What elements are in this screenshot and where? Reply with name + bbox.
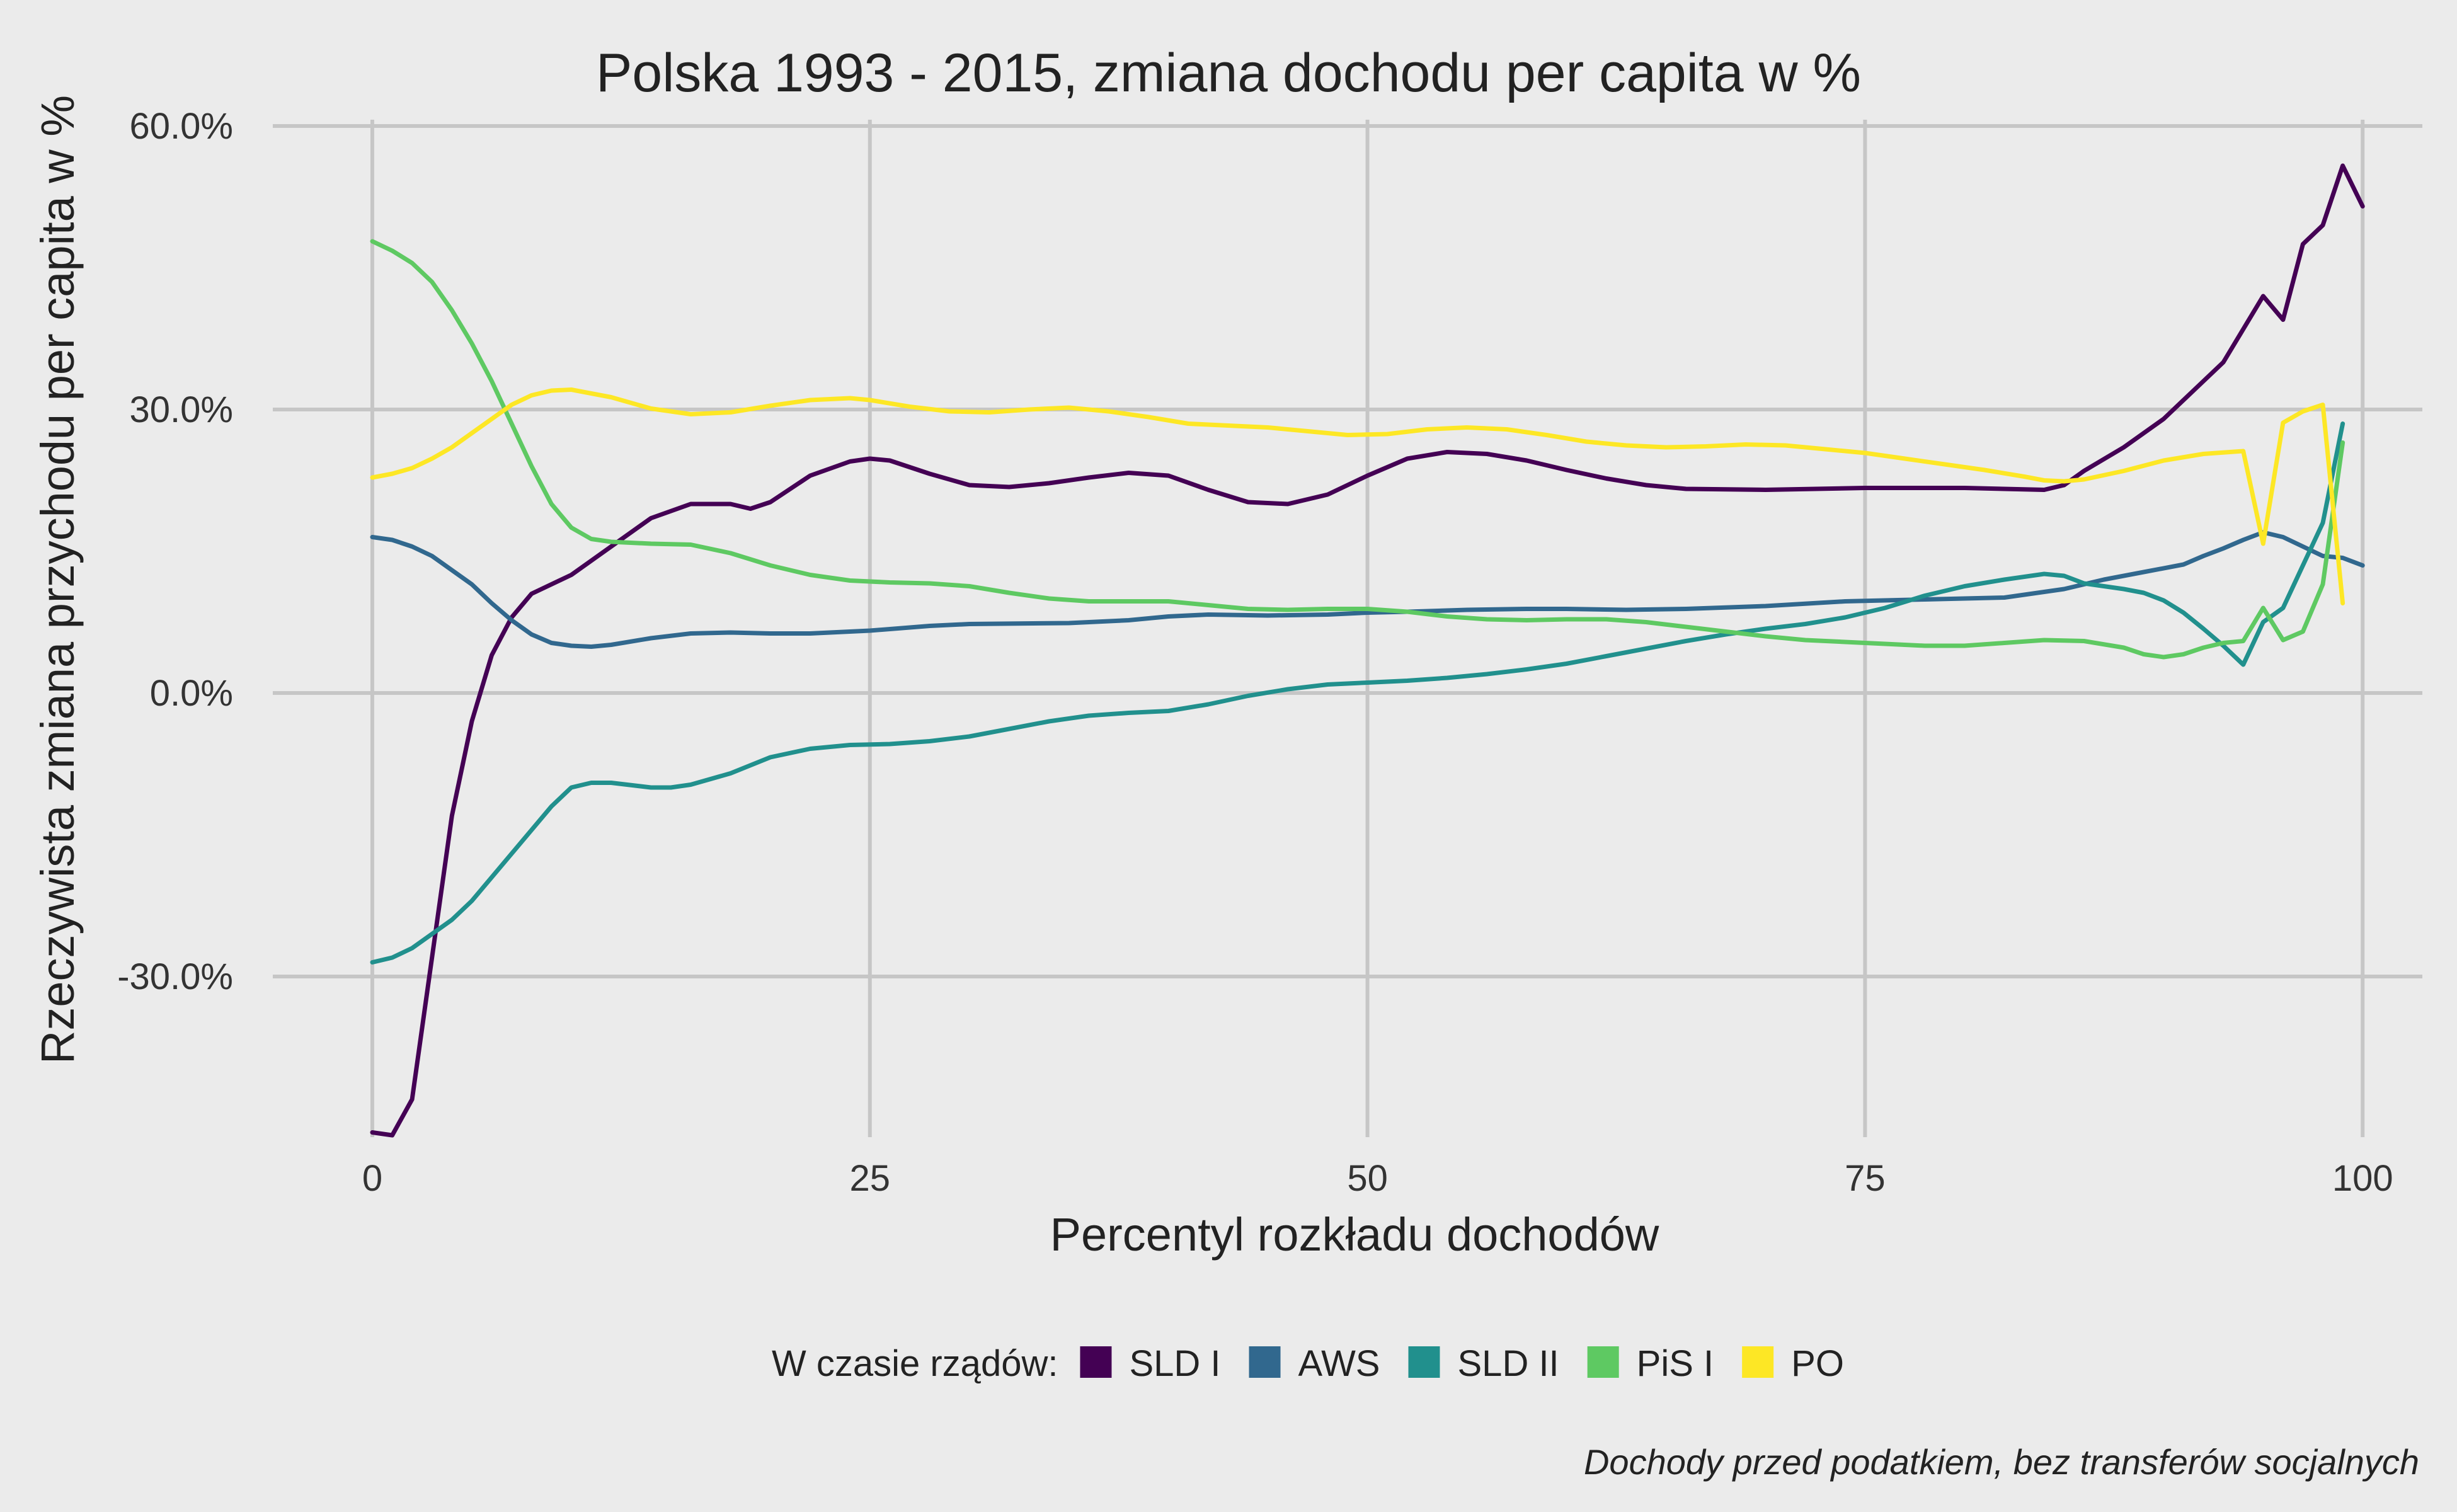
- chart-caption: Dochody przed podatkiem, bez transferów …: [1584, 1442, 2419, 1482]
- y-tick-label: 30.0%: [130, 389, 233, 430]
- x-tick-label: 100: [2332, 1158, 2393, 1199]
- series-line-3: [370, 239, 2345, 660]
- x-tick-label: 75: [1845, 1158, 1886, 1199]
- legend-swatch: [1587, 1346, 1619, 1378]
- legend-label: SLD II: [1458, 1343, 1559, 1384]
- legend: W czasie rządów: SLD I AWS SLD II PiS I PO: [772, 1343, 1844, 1384]
- legend-swatch: [1408, 1346, 1440, 1378]
- legend-swatch: [1742, 1346, 1774, 1378]
- series-line-0: [370, 163, 2365, 1138]
- legend-label: PO: [1791, 1343, 1844, 1384]
- legend-swatch: [1249, 1346, 1281, 1378]
- series-line-1: [370, 530, 2365, 649]
- x-tick-label: 0: [362, 1158, 382, 1199]
- series-line-4: [370, 387, 2345, 605]
- y-axis-title: Rzeczywista zmiana przychodu per capita …: [32, 95, 84, 1064]
- legend-swatch: [1080, 1346, 1112, 1378]
- series-line-2: [370, 421, 2345, 965]
- x-axis-title: Percentyl rozkładu dochodów: [1050, 1208, 1659, 1261]
- x-tick-label: 50: [1347, 1158, 1388, 1199]
- axis-ticks: 60.0% 30.0% 0.0% -30.0% 0 25 50 75 100: [117, 106, 2393, 1199]
- legend-title: W czasie rządów:: [772, 1343, 1058, 1384]
- y-tick-label: 60.0%: [130, 106, 233, 147]
- y-tick-label: 0.0%: [150, 673, 233, 714]
- series-lines: [370, 163, 2365, 1138]
- legend-label: PiS I: [1637, 1343, 1714, 1384]
- x-tick-label: 25: [850, 1158, 891, 1199]
- legend-label: AWS: [1298, 1343, 1380, 1384]
- y-tick-label: -30.0%: [117, 956, 233, 997]
- chart-title: Polska 1993 - 2015, zmiana dochodu per c…: [596, 43, 1861, 103]
- legend-label: SLD I: [1129, 1343, 1220, 1384]
